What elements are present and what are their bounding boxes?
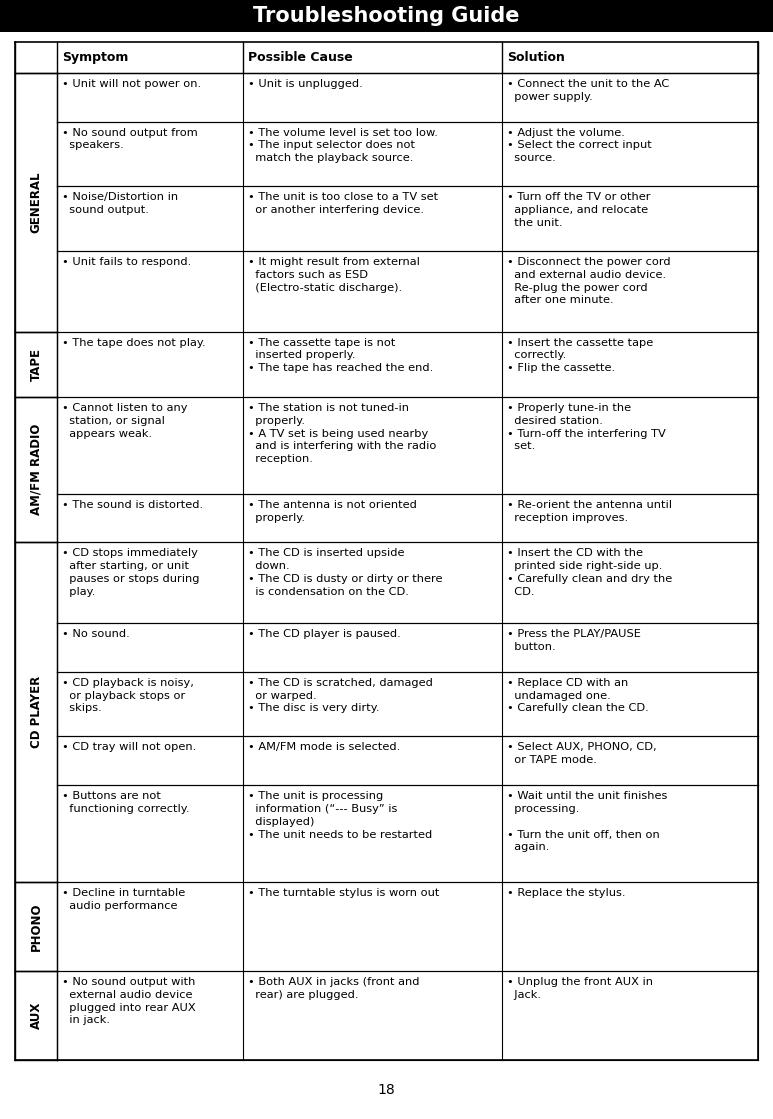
Text: • Unit fails to respond.: • Unit fails to respond. xyxy=(62,257,191,267)
Text: AUX: AUX xyxy=(29,1002,43,1029)
Text: • The unit is too close to a TV set
  or another interfering device.: • The unit is too close to a TV set or a… xyxy=(248,192,438,215)
Text: • The CD player is paused.: • The CD player is paused. xyxy=(248,629,400,639)
Text: • Re-orient the antenna until
  reception improves.: • Re-orient the antenna until reception … xyxy=(507,500,673,523)
Text: Symptom: Symptom xyxy=(62,51,128,64)
Text: PHONO: PHONO xyxy=(29,902,43,951)
Text: • Connect the unit to the AC
  power supply.: • Connect the unit to the AC power suppl… xyxy=(507,78,669,102)
Text: • Turn off the TV or other
  appliance, and relocate
  the unit.: • Turn off the TV or other appliance, an… xyxy=(507,192,651,228)
Text: • Unplug the front AUX in
  Jack.: • Unplug the front AUX in Jack. xyxy=(507,977,653,999)
Text: • Both AUX in jacks (front and
  rear) are plugged.: • Both AUX in jacks (front and rear) are… xyxy=(248,977,419,999)
Text: • Press the PLAY/PAUSE
  button.: • Press the PLAY/PAUSE button. xyxy=(507,629,641,652)
Text: • Wait until the unit finishes
  processing.

• Turn the unit off, then on
  aga: • Wait until the unit finishes processin… xyxy=(507,791,668,853)
Text: • The antenna is not oriented
  properly.: • The antenna is not oriented properly. xyxy=(248,500,417,523)
Text: GENERAL: GENERAL xyxy=(29,171,43,233)
Text: • The turntable stylus is worn out: • The turntable stylus is worn out xyxy=(248,887,439,897)
Text: • Insert the CD with the
  printed side right-side up.
• Carefully clean and dry: • Insert the CD with the printed side ri… xyxy=(507,548,673,596)
Text: • The cassette tape is not
  inserted properly.
• The tape has reached the end.: • The cassette tape is not inserted prop… xyxy=(248,338,433,374)
Text: • The volume level is set too low.
• The input selector does not
  match the pla: • The volume level is set too low. • The… xyxy=(248,128,438,163)
Text: • Noise/Distortion in
  sound output.: • Noise/Distortion in sound output. xyxy=(62,192,178,215)
Text: • The unit is processing
  information (“--- Busy” is
  displayed)
• The unit ne: • The unit is processing information (“-… xyxy=(248,791,432,839)
Text: • It might result from external
  factors such as ESD
  (Electro-static discharg: • It might result from external factors … xyxy=(248,257,420,292)
Text: • Replace CD with an
  undamaged one.
• Carefully clean the CD.: • Replace CD with an undamaged one. • Ca… xyxy=(507,678,649,714)
Text: • Cannot listen to any
  station, or signal
  appears weak.: • Cannot listen to any station, or signa… xyxy=(62,403,188,439)
Text: • Replace the stylus.: • Replace the stylus. xyxy=(507,887,625,897)
Text: TAPE: TAPE xyxy=(29,348,43,380)
Text: Troubleshooting Guide: Troubleshooting Guide xyxy=(254,6,519,26)
Text: 18: 18 xyxy=(378,1083,395,1097)
Text: • No sound output from
  speakers.: • No sound output from speakers. xyxy=(62,128,198,150)
Text: • Unit will not power on.: • Unit will not power on. xyxy=(62,78,201,88)
Text: • The CD is scratched, damaged
  or warped.
• The disc is very dirty.: • The CD is scratched, damaged or warped… xyxy=(248,678,433,714)
Text: • AM/FM mode is selected.: • AM/FM mode is selected. xyxy=(248,743,400,752)
Text: • Insert the cassette tape
  correctly.
• Flip the cassette.: • Insert the cassette tape correctly. • … xyxy=(507,338,653,374)
Text: Possible Cause: Possible Cause xyxy=(248,51,352,64)
Text: • No sound output with
  external audio device
  plugged into rear AUX
  in jack: • No sound output with external audio de… xyxy=(62,977,196,1025)
Text: Solution: Solution xyxy=(507,51,565,64)
Text: • Disconnect the power cord
  and external audio device.
  Re-plug the power cor: • Disconnect the power cord and external… xyxy=(507,257,671,305)
Text: • The tape does not play.: • The tape does not play. xyxy=(62,338,206,348)
Text: • Properly tune-in the
  desired station.
• Turn-off the interfering TV
  set.: • Properly tune-in the desired station. … xyxy=(507,403,666,451)
Bar xyxy=(0,0,773,32)
Text: • Adjust the volume.
• Select the correct input
  source.: • Adjust the volume. • Select the correc… xyxy=(507,128,652,163)
Text: • Decline in turntable
  audio performance: • Decline in turntable audio performance xyxy=(62,887,186,911)
Text: • Select AUX, PHONO, CD,
  or TAPE mode.: • Select AUX, PHONO, CD, or TAPE mode. xyxy=(507,743,657,765)
Text: • CD stops immediately
  after starting, or unit
  pauses or stops during
  play: • CD stops immediately after starting, o… xyxy=(62,548,199,596)
Text: • The CD is inserted upside
  down.
• The CD is dusty or dirty or there
  is con: • The CD is inserted upside down. • The … xyxy=(248,548,442,596)
Text: AM/FM RADIO: AM/FM RADIO xyxy=(29,424,43,516)
Text: • Unit is unplugged.: • Unit is unplugged. xyxy=(248,78,363,88)
Text: • CD playback is noisy,
  or playback stops or
  skips.: • CD playback is noisy, or playback stop… xyxy=(62,678,194,714)
Text: • No sound.: • No sound. xyxy=(62,629,130,639)
Text: • The station is not tuned-in
  properly.
• A TV set is being used nearby
  and : • The station is not tuned-in properly. … xyxy=(248,403,436,464)
Text: • Buttons are not
  functioning correctly.: • Buttons are not functioning correctly. xyxy=(62,791,189,814)
Text: • CD tray will not open.: • CD tray will not open. xyxy=(62,743,196,752)
Text: • The sound is distorted.: • The sound is distorted. xyxy=(62,500,203,510)
Text: CD PLAYER: CD PLAYER xyxy=(29,676,43,749)
